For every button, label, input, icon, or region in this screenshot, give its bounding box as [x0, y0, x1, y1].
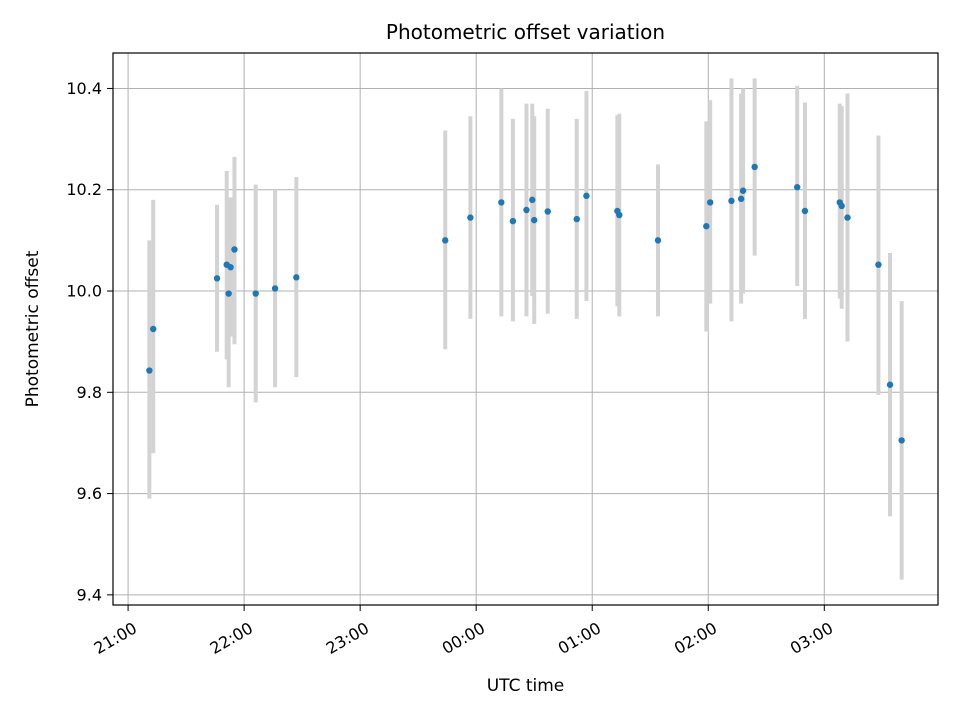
y-tick-label: 10.2: [66, 180, 102, 199]
y-axis-title: Photometric offset: [23, 250, 43, 407]
data-point: [737, 195, 745, 203]
data-point: [844, 214, 851, 221]
data-point: [875, 261, 882, 268]
y-tick-label: 10.0: [66, 282, 102, 301]
x-axis-title: UTC time: [487, 676, 565, 696]
data-point: [794, 184, 801, 191]
data-point: [703, 222, 710, 230]
data-point: [728, 197, 735, 205]
y-axis-ticks: 9.4 9.6 9.8 10.0 10.2 10.4: [66, 79, 113, 604]
data-point: [531, 216, 538, 224]
data-points: [146, 163, 905, 444]
data-point: [838, 202, 845, 210]
data-point: [271, 285, 279, 292]
data-point: [509, 217, 517, 225]
data-point: [544, 208, 551, 215]
data-point: [213, 275, 221, 282]
data-point: [498, 199, 505, 206]
data-point: [706, 199, 714, 206]
chart-title: Photometric offset variation: [386, 20, 665, 44]
data-point: [467, 214, 474, 221]
data-point: [252, 290, 259, 297]
data-point: [231, 246, 238, 253]
data-point: [739, 187, 747, 194]
y-tick-label: 9.8: [77, 383, 102, 402]
data-point: [227, 264, 234, 271]
data-point: [225, 290, 232, 297]
data-point: [150, 325, 157, 333]
data-point: [886, 381, 894, 388]
data-point: [293, 274, 300, 281]
data-point: [583, 192, 590, 200]
y-tick-label: 9.4: [77, 585, 102, 604]
data-point: [573, 215, 580, 223]
data-point: [442, 237, 449, 244]
data-point: [801, 207, 809, 215]
data-point: [898, 437, 905, 444]
data-point: [523, 206, 530, 214]
plot-area-frame: [112, 52, 939, 606]
data-point: [616, 211, 623, 219]
data-point: [529, 196, 536, 204]
data-point: [751, 163, 758, 171]
data-point: [654, 237, 662, 244]
y-tick-label: 9.6: [77, 484, 102, 503]
y-tick-label: 10.4: [66, 79, 102, 98]
data-point: [146, 367, 153, 374]
